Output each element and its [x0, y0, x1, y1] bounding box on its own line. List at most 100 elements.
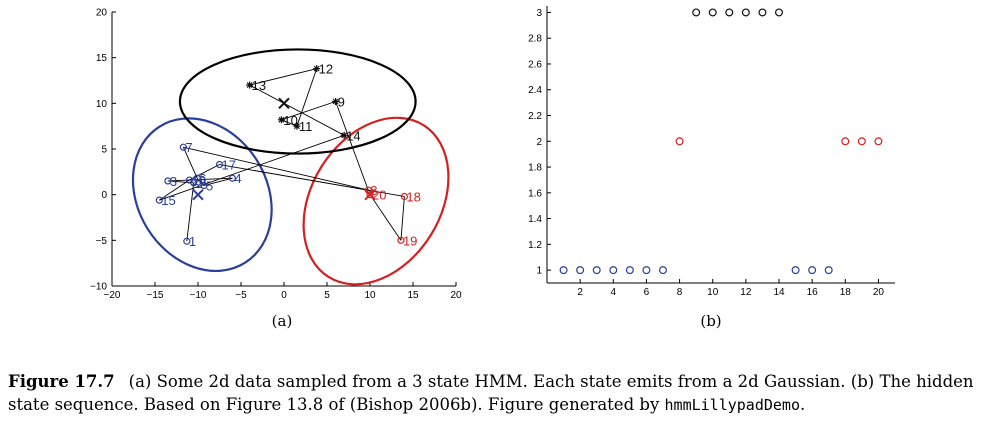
state-point	[741, 8, 750, 17]
data-point-label: 15	[161, 193, 175, 208]
data-point-circle	[200, 181, 208, 190]
data-point-star	[313, 65, 321, 73]
state-point	[808, 266, 817, 275]
data-point-label: 17	[222, 158, 236, 173]
state-point	[625, 266, 634, 275]
mean-marker-state-2	[364, 188, 376, 201]
x-tick-label: 2	[577, 287, 583, 298]
y-tick-label: 1.2	[528, 240, 542, 251]
x-tick-label: 20	[873, 287, 885, 298]
data-point-star	[332, 98, 340, 106]
data-point-label: 20	[372, 188, 386, 203]
data-point-circle	[164, 177, 172, 185]
data-point-label: 19	[403, 233, 417, 248]
x-tick-label: 14	[773, 287, 785, 298]
state-point	[592, 266, 601, 275]
y-tick-label: 15	[96, 53, 108, 64]
y-tick-label: 2.2	[528, 111, 542, 122]
star-stroke	[332, 98, 339, 105]
mean-marker-state-3	[278, 97, 290, 110]
state-point	[841, 137, 850, 146]
data-point-circle	[155, 196, 163, 204]
y-tick-label: 2	[536, 137, 542, 148]
data-point-label: 6	[199, 171, 206, 186]
y-tick-label: 20	[96, 8, 108, 19]
figure-caption: Figure 17.7 (a) Some 2d data sampled from…	[8, 370, 993, 417]
y-tick-label: 2.8	[528, 34, 542, 45]
data-point-star	[293, 122, 301, 130]
data-point-label: 1	[189, 234, 196, 249]
panel-b-state-sequence: 2 4 6 8 10 12 14 16 18 20 1 1.2 1.4 1.6 1.8 2 2.2 2.4 2.6 2…	[528, 6, 895, 298]
y-tick-label: −10	[90, 282, 107, 293]
data-point-circle	[364, 186, 372, 194]
panel-a-label: (a)	[272, 312, 293, 330]
trajectory-segment	[281, 119, 298, 127]
caption-code: hmmLillypadDemo	[664, 396, 800, 414]
x-tick-label: −15	[147, 290, 164, 301]
data-point-label: 12	[319, 62, 333, 77]
state-point	[642, 266, 651, 275]
x-tick-label: 10	[364, 290, 376, 301]
x-tick-label: 4	[611, 287, 617, 298]
y-tick-label: 1.4	[528, 214, 542, 225]
y-tick-label: 3	[536, 8, 542, 19]
trajectory-segment	[296, 68, 318, 127]
state-point	[874, 137, 883, 146]
data-point-label: 16	[191, 173, 205, 188]
data-point-circle	[397, 236, 405, 244]
data-point-label: 11	[299, 119, 313, 134]
trajectory-segment	[159, 179, 190, 201]
data-point-star	[246, 81, 254, 89]
y-tick-label: 5	[101, 145, 107, 156]
state-point	[708, 8, 717, 17]
data-point-circle	[185, 176, 193, 184]
data-point-star	[340, 131, 348, 139]
mean-cross-stroke	[278, 97, 290, 110]
trajectory-segment	[249, 84, 345, 136]
y-tick-label: 1.6	[528, 188, 542, 199]
y-tick-label: 1.8	[528, 163, 542, 174]
caption-end: .	[800, 395, 806, 414]
x-tick-label: −5	[235, 290, 247, 301]
state-point	[791, 266, 800, 275]
gaussian-ellipse-state-1	[131, 117, 273, 273]
trajectory-segment	[335, 101, 369, 191]
star-stroke	[313, 65, 320, 72]
star-stroke	[293, 123, 300, 130]
data-point-circle	[179, 143, 187, 151]
star-stroke	[341, 132, 348, 139]
state-point	[824, 266, 833, 275]
y-tick-label: 1	[536, 266, 542, 277]
data-point-label: 9	[338, 95, 345, 110]
y-tick-label: 2.4	[528, 85, 542, 96]
data-point-circle	[193, 174, 201, 182]
mean-marker-state-1	[192, 188, 204, 201]
state-point	[559, 266, 568, 275]
state-point	[758, 8, 767, 17]
x-tick-label: 6	[644, 287, 650, 298]
x-tick-label: 12	[740, 287, 752, 298]
x-tick-label: 18	[840, 287, 852, 298]
y-tick-label: 2.6	[528, 59, 542, 70]
trajectory-segment	[249, 68, 317, 86]
state-point	[576, 266, 585, 275]
data-point-circle	[228, 174, 236, 182]
mean-cross-stroke	[192, 188, 204, 201]
data-point-label: 4	[234, 171, 241, 186]
trajectory-segment	[281, 101, 336, 121]
star-stroke	[278, 116, 285, 123]
data-point-circle	[400, 192, 408, 201]
x-tick-label: 15	[407, 290, 419, 301]
data-point-label: 2	[196, 176, 203, 191]
state-point	[692, 8, 701, 17]
state-point	[857, 137, 866, 146]
trajectory-segment	[196, 177, 205, 186]
data-point-label: 7	[185, 140, 192, 155]
trajectory-segment	[186, 182, 195, 242]
trajectory-segment	[159, 134, 345, 201]
x-tick-label: 8	[677, 287, 683, 298]
gaussian-ellipse-state-2	[302, 116, 450, 286]
figure-number: Figure 17.7	[8, 372, 115, 391]
x-tick-label: 10	[707, 287, 719, 298]
